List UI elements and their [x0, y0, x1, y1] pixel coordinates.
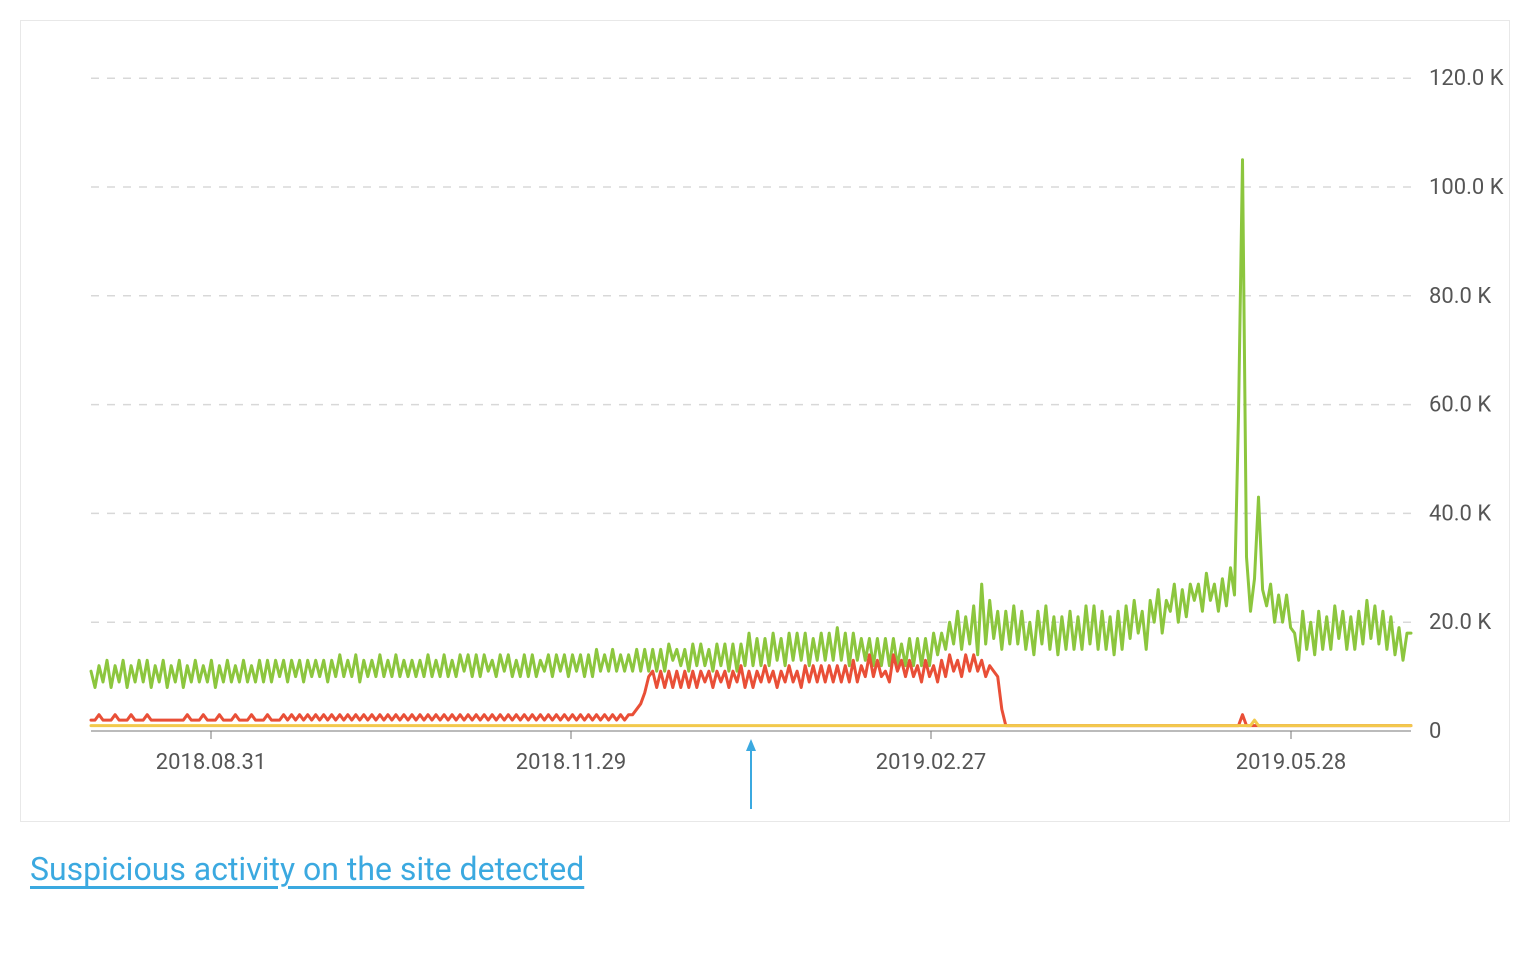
x-tick-label: 2019.02.27 [876, 750, 987, 775]
x-tick-label: 2018.08.31 [156, 750, 267, 775]
y-tick-label: 0 [1429, 719, 1441, 744]
y-tick-label: 100.0 K [1429, 175, 1504, 200]
x-tick-label: 2018.11.29 [516, 750, 627, 775]
y-tick-label: 60.0 K [1429, 393, 1491, 418]
series-line-orange [91, 655, 1411, 726]
chart-container: 0 20.0 K 40.0 K 60.0 K 80.0 K 100.0 K 120.0 K 2… [20, 20, 1510, 822]
y-tick-label: 40.0 K [1429, 501, 1491, 526]
annotation-caption: Suspicious activity on the site detected [30, 850, 1510, 888]
y-tick-label: 120.0 K [1429, 66, 1504, 91]
line-chart: 0 20.0 K 40.0 K 60.0 K 80.0 K 100.0 K 120.0 K 2… [31, 31, 1521, 811]
y-tick-label: 20.0 K [1429, 610, 1491, 635]
annotation-arrow-head [746, 739, 756, 751]
y-tick-label: 80.0 K [1429, 284, 1491, 309]
series-line-yellow [91, 720, 1411, 726]
x-tick-label: 2019.05.28 [1236, 750, 1347, 775]
series-line-green [91, 160, 1411, 688]
